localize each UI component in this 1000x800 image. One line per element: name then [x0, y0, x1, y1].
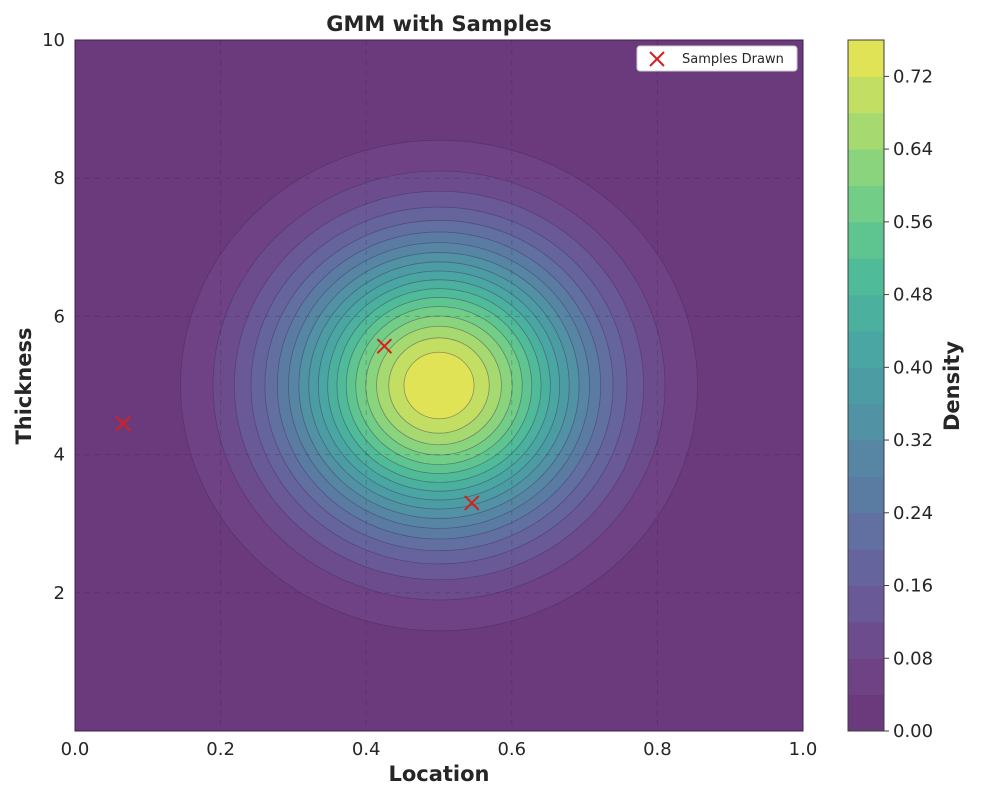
legend-marker [649, 51, 665, 67]
colorbar-band-0 [848, 694, 884, 732]
colorbar-band-4 [848, 549, 884, 587]
contour-level-0.72 [403, 351, 475, 420]
colorbar-band-2 [848, 621, 884, 659]
colorbar-tick-label: 0.24 [893, 503, 933, 524]
density-contours [180, 139, 698, 632]
colorbar-band-17 [848, 76, 884, 114]
plot-area [74, 39, 804, 732]
x-tick-label: 1.0 [789, 739, 818, 760]
colorbar-tick-label: 0.40 [893, 357, 933, 378]
colorbar-band-6 [848, 476, 884, 514]
legend: Samples Drawn [636, 45, 798, 72]
y-tick-label: 2 [54, 583, 65, 604]
y-tick-label: 4 [54, 445, 65, 466]
colorbar-bands [848, 40, 884, 732]
colorbar-band-13 [848, 221, 884, 259]
colorbar-band-10 [848, 330, 884, 368]
x-tick-label: 0.8 [643, 739, 672, 760]
x-tick-label: 0.0 [61, 739, 90, 760]
colorbar-tick-label: 0.48 [893, 285, 933, 306]
colorbar-tick-label: 0.72 [893, 66, 933, 87]
colorbar-tick-label: 0.00 [893, 721, 933, 742]
gridlines [75, 40, 803, 731]
colorbar-tick-label: 0.08 [893, 648, 933, 669]
legend-box [636, 45, 798, 72]
colorbar-band-9 [848, 367, 884, 405]
colorbar-frame [847, 39, 885, 732]
colorbar-band-5 [848, 512, 884, 550]
colorbar-band-7 [848, 440, 884, 477]
colorbar-label: Density [940, 341, 964, 431]
colorbar-band-1 [848, 658, 884, 696]
colorbar-band-14 [848, 185, 884, 223]
colorbar-tick-label: 0.56 [893, 212, 933, 233]
colorbar: 0.00 0.08 0.16 0.24 0.32 0.40 0.48 0.56 0.64 0.72… [847, 39, 964, 742]
colorbar-band-3 [848, 585, 884, 623]
sample-point-1 [376, 338, 393, 354]
x-axis-label: Location [388, 762, 489, 786]
sample-point-2 [464, 495, 480, 511]
colorbar-band-12 [848, 258, 884, 296]
colorbar-tick-label: 0.32 [893, 430, 933, 451]
legend-label: Samples Drawn [682, 52, 784, 67]
sample-point-0 [115, 415, 131, 432]
y-tick-label: 10 [42, 30, 65, 51]
y-tick-label: 8 [54, 168, 65, 189]
chart-title: GMM with Samples [326, 12, 551, 36]
y-axis-label: Thickness [12, 327, 36, 444]
colorbar-tick-label: 0.16 [893, 576, 933, 597]
colorbar-ticks: 0.00 0.08 0.16 0.24 0.32 0.40 0.48 0.56 0.64 0.72 [884, 66, 933, 742]
colorbar-band-18 [848, 40, 884, 77]
colorbar-band-15 [848, 149, 884, 186]
x-tick-label: 0.2 [206, 739, 235, 760]
x-tick-label: 0.6 [497, 739, 526, 760]
legend-x-icon [649, 51, 665, 67]
x-axis: 0.0 0.2 0.4 0.6 0.8 1.0 [61, 739, 818, 760]
colorbar-tick-label: 0.64 [893, 139, 933, 160]
colorbar-band-16 [848, 112, 884, 150]
colorbar-band-8 [848, 403, 884, 441]
sample-markers [115, 338, 480, 511]
y-tick-label: 6 [54, 306, 65, 327]
y-axis: 2 4 6 8 10 [42, 30, 65, 604]
plot-frame [74, 39, 804, 732]
colorbar-band-11 [848, 294, 884, 332]
x-tick-label: 0.4 [352, 739, 381, 760]
